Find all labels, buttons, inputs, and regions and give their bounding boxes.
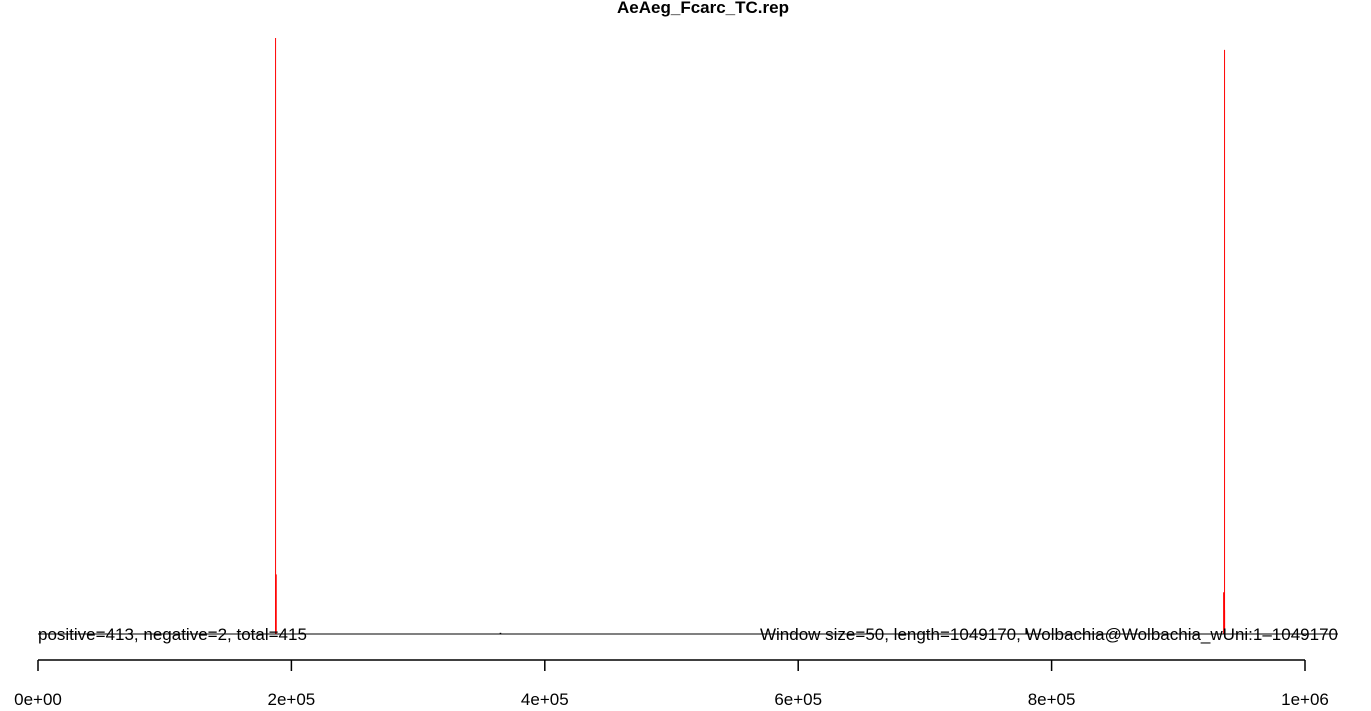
x-tick-label-4: 8e+05 bbox=[1028, 690, 1076, 709]
x-tick-label-0: 0e+00 bbox=[14, 690, 62, 709]
annotation-right: Window size=50, length=1049170, Wolbachi… bbox=[760, 625, 1338, 644]
x-tick-label-5: 1e+06 bbox=[1281, 690, 1329, 709]
x-tick-label-3: 6e+05 bbox=[774, 690, 822, 709]
annotation-left: positive=413, negative=2, total=415 bbox=[38, 625, 307, 644]
bars-layer bbox=[275, 38, 1226, 634]
chart-title: AeAeg_Fcarc_TC.rep bbox=[617, 0, 789, 17]
x-tick-label-1: 2e+05 bbox=[268, 690, 316, 709]
x-axis: 0e+00 2e+05 4e+05 6e+05 8e+05 1e+06 bbox=[14, 659, 1329, 709]
x-tick-label-2: 4e+05 bbox=[521, 690, 569, 709]
